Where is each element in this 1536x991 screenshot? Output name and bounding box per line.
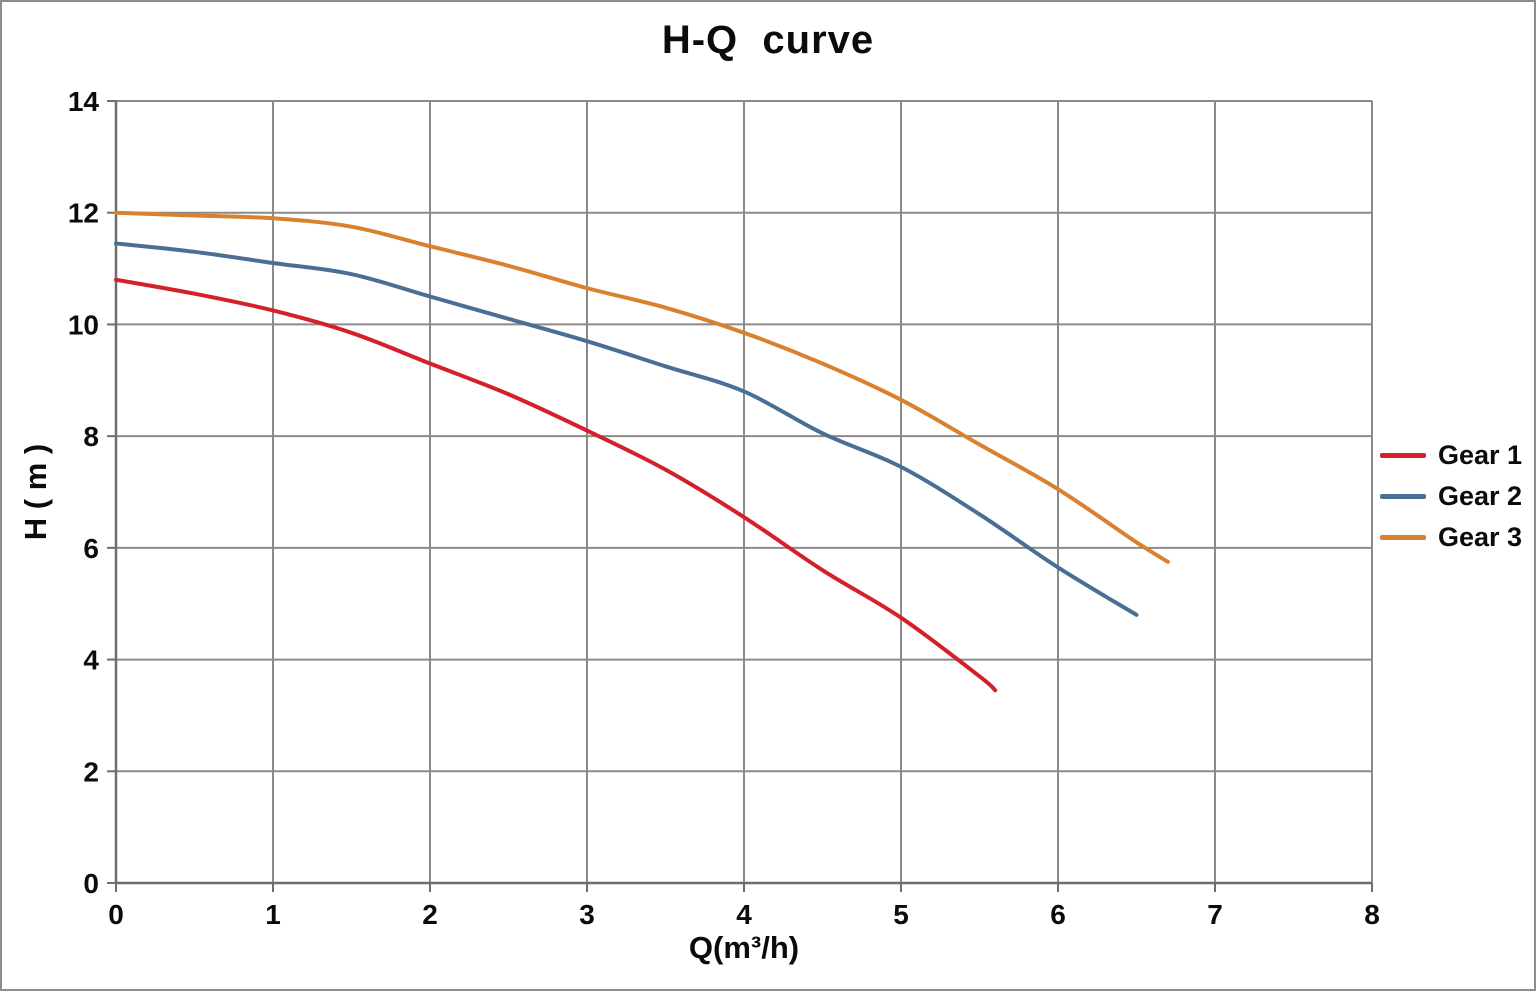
- legend-item-gear-3: Gear 3: [1380, 521, 1522, 553]
- series-line-gear-2: [114, 241, 1139, 617]
- series-line-gear-1: [114, 277, 998, 693]
- x-tick-label: 2: [422, 899, 438, 930]
- x-tick-label: 5: [893, 899, 909, 930]
- x-tick-label: 8: [1364, 899, 1380, 930]
- legend-line-gear-3-icon: [1380, 534, 1426, 540]
- y-axis-title: H ( m ): [18, 443, 53, 541]
- legend-line-gear-2-icon: [1380, 493, 1426, 499]
- x-tick-label: 1: [265, 899, 281, 930]
- legend-line-gear-1-icon: [1380, 452, 1426, 458]
- y-tick-label: 4: [83, 645, 99, 676]
- y-tick-label: 0: [83, 868, 99, 899]
- x-tick-label: 7: [1207, 899, 1223, 930]
- y-tick-label: 2: [83, 756, 99, 787]
- x-tick-label: 3: [579, 899, 595, 930]
- legend-label-gear-2: Gear 2: [1438, 480, 1523, 511]
- x-tick-label: 6: [1050, 899, 1066, 930]
- y-tick-label: 12: [68, 198, 99, 229]
- y-tick-label: 8: [83, 421, 99, 452]
- legend-label-gear-3: Gear 3: [1438, 521, 1523, 552]
- y-tick-label: 14: [68, 86, 100, 117]
- legend-item-gear-2: Gear 2: [1380, 480, 1522, 512]
- x-tick-label: 4: [736, 899, 752, 930]
- series-line-gear-3: [114, 210, 1170, 564]
- x-axis-title: Q(m³/h): [688, 930, 800, 965]
- chart-title: H-Q curve: [661, 18, 875, 62]
- x-tick-label: 0: [108, 899, 124, 930]
- y-tick-label: 10: [68, 309, 99, 340]
- y-tick-label: 6: [83, 533, 99, 564]
- legend-item-gear-1: Gear 1: [1380, 439, 1522, 471]
- legend-label-gear-1: Gear 1: [1438, 439, 1523, 470]
- legend: Gear 1 Gear 2 Gear 3: [1380, 439, 1522, 553]
